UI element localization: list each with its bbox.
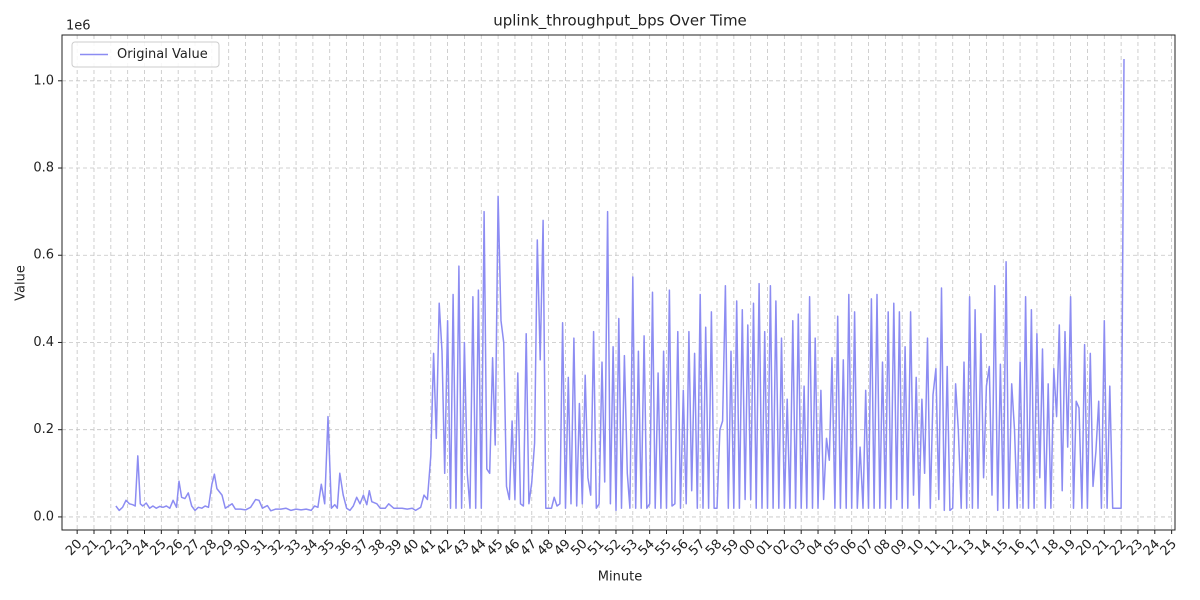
- y-offset-label: 1e6: [66, 19, 91, 34]
- axes-frame: [61, 34, 1176, 531]
- y-tick-label: 0.8: [33, 161, 54, 176]
- y-axis-label: Value: [14, 265, 29, 301]
- x-axis-label: Minute: [598, 570, 642, 585]
- y-tick-label: 1.0: [33, 73, 54, 88]
- y-tick-label: 0.2: [33, 422, 54, 437]
- legend-box: [71, 41, 220, 68]
- y-tick-label: 0.6: [33, 248, 54, 263]
- chart-title: uplink_throughput_bps Over Time: [493, 12, 747, 31]
- y-tick-label: 0.4: [33, 335, 54, 350]
- legend-label: Original Value: [117, 47, 208, 62]
- y-tick-label: 0.0: [33, 509, 54, 524]
- data-line: [115, 58, 1125, 512]
